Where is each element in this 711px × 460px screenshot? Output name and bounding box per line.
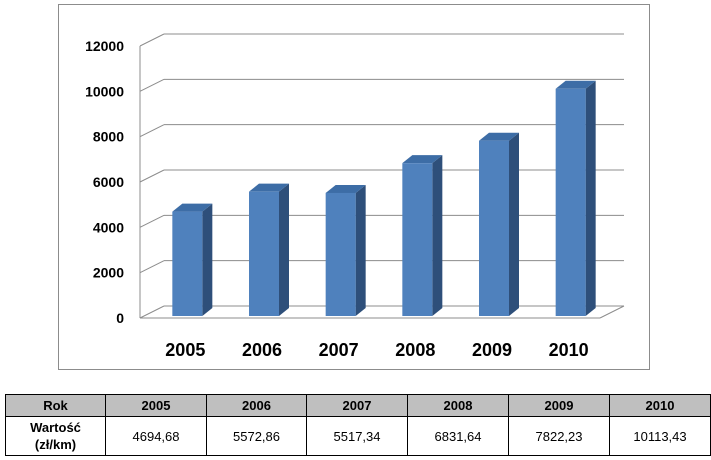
data-table: Rok 2005 2006 2007 2008 2009 2010 Wartoś… bbox=[5, 394, 711, 456]
y-tick-label: 12000 bbox=[85, 38, 124, 54]
bar-top bbox=[555, 80, 596, 89]
y-tick-label: 6000 bbox=[93, 174, 124, 190]
bar-side bbox=[509, 132, 519, 316]
x-tick-label: 2009 bbox=[472, 340, 512, 360]
y-tick-label: 4000 bbox=[93, 219, 124, 235]
table-header-year: 2006 bbox=[206, 394, 307, 417]
y-tick-label: 8000 bbox=[93, 129, 124, 145]
x-tick-label: 2006 bbox=[242, 340, 282, 360]
table-cell-value: 5517,34 bbox=[306, 416, 408, 456]
table-header-rok: Rok bbox=[5, 394, 106, 417]
table-cell-value: 10113,43 bbox=[609, 416, 711, 456]
table-header-year: 2010 bbox=[609, 394, 711, 417]
bar-chart: 0 2000 4000 6000 8000 10000 12000 2005 2006 2007 2… bbox=[85, 33, 625, 360]
bar bbox=[249, 191, 279, 316]
x-tick-label: 2010 bbox=[549, 340, 589, 360]
bar bbox=[402, 163, 433, 316]
bar-side bbox=[202, 203, 213, 316]
gridline-depth bbox=[139, 260, 165, 274]
table-cell-value: 6831,64 bbox=[407, 416, 509, 456]
y-tick-label: 0 bbox=[116, 310, 124, 326]
gridline-depth bbox=[139, 78, 165, 92]
bar-top bbox=[325, 184, 366, 193]
y-tick-label: 2000 bbox=[93, 265, 124, 281]
gridline-depth bbox=[139, 124, 165, 138]
gridline-depth bbox=[139, 169, 165, 183]
bar bbox=[325, 192, 356, 316]
gridline-depth bbox=[139, 33, 165, 47]
bar bbox=[555, 88, 586, 316]
table-cell-value: 5572,86 bbox=[206, 416, 307, 456]
x-tick-label: 2008 bbox=[395, 340, 435, 360]
bar-top bbox=[479, 132, 519, 141]
table-header-year: 2008 bbox=[407, 394, 509, 417]
table-cell-value: 7822,23 bbox=[508, 416, 610, 456]
x-tick-label: 2007 bbox=[319, 340, 359, 360]
table-header-year: 2009 bbox=[508, 394, 610, 417]
gridline-depth bbox=[139, 305, 165, 319]
bar-top bbox=[402, 155, 443, 164]
table-row: Wartość (zł/km) 4694,68 5572,86 5517,34 … bbox=[5, 416, 711, 456]
table-header-year: 2005 bbox=[105, 394, 207, 417]
table-cell-value: 4694,68 bbox=[105, 416, 207, 456]
bar-top bbox=[172, 203, 213, 212]
table-header-row: Rok 2005 2006 2007 2008 2009 2010 bbox=[5, 394, 711, 417]
x-tick-label: 2005 bbox=[165, 340, 205, 360]
table-row-label: Wartość (zł/km) bbox=[5, 416, 106, 456]
bar-side bbox=[355, 184, 366, 316]
table-header-year: 2007 bbox=[306, 394, 408, 417]
bar-side bbox=[585, 80, 596, 316]
bar-side bbox=[432, 155, 443, 316]
gridline-depth bbox=[139, 214, 165, 228]
bar bbox=[479, 140, 509, 316]
bar-top bbox=[249, 183, 289, 192]
y-tick-label: 10000 bbox=[85, 83, 124, 99]
floor-right-edge bbox=[599, 305, 625, 319]
bar bbox=[172, 211, 203, 316]
bar-side bbox=[279, 183, 289, 316]
